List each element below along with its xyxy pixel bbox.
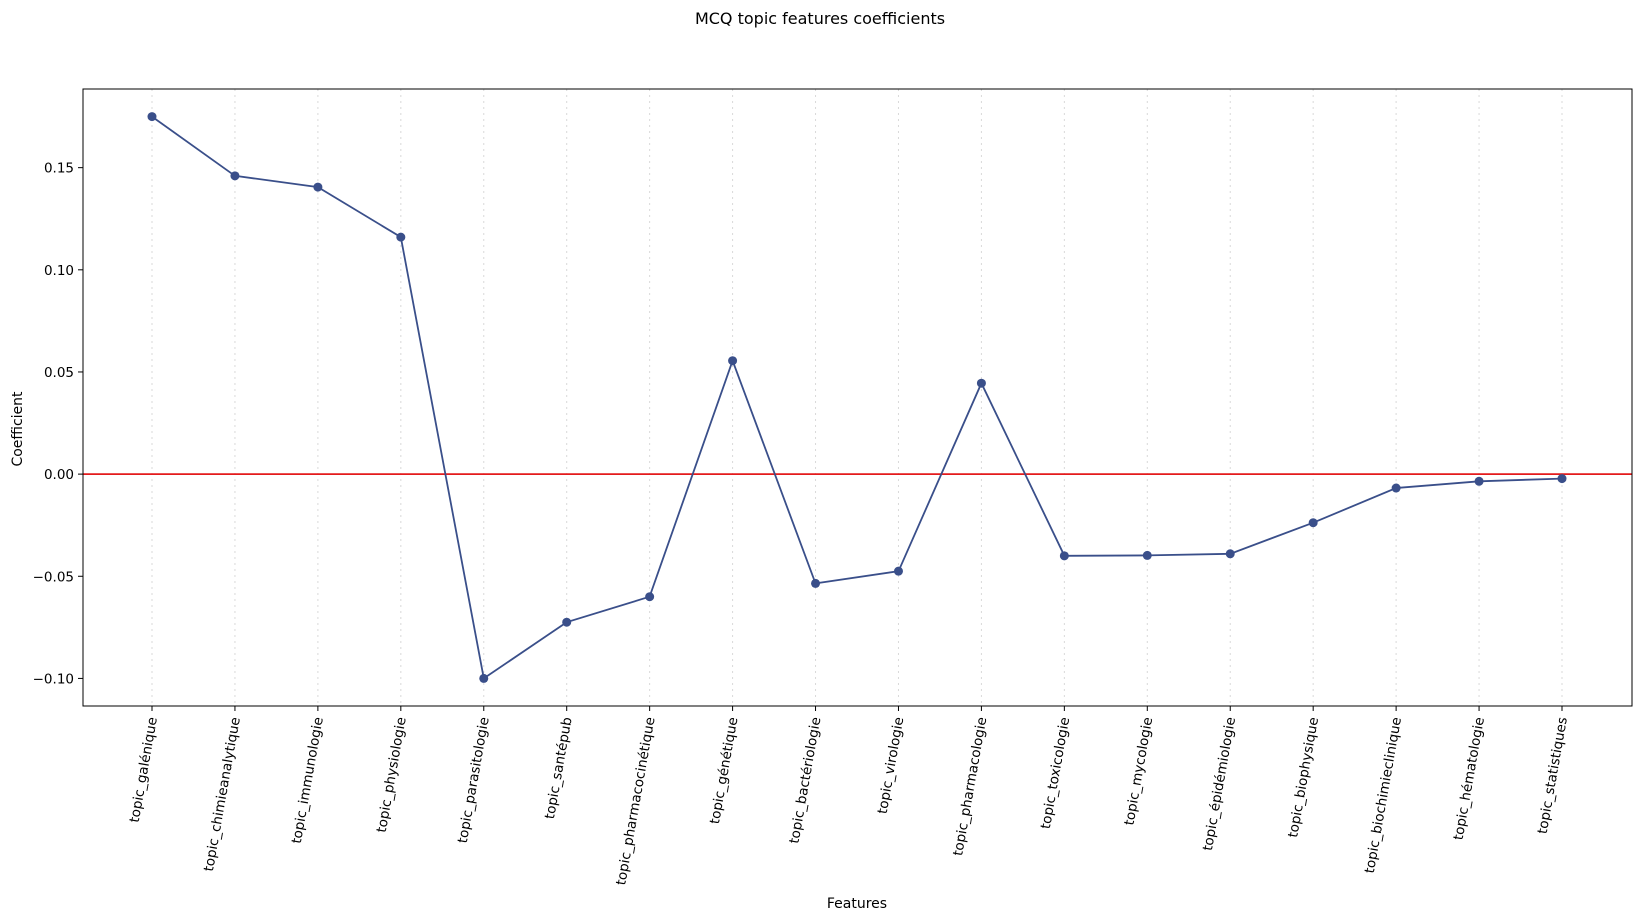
data-point [1557, 474, 1567, 484]
x-tick-label: topic_toxicologie [1038, 716, 1073, 830]
data-point [1142, 550, 1152, 560]
y-tick-label: −0.10 [33, 671, 74, 687]
data-point [479, 673, 489, 683]
data-point [1225, 549, 1235, 559]
series-layer [147, 112, 1567, 683]
data-point [976, 378, 986, 388]
y-tick-label: −0.05 [33, 569, 74, 585]
x-tick-label: topic_statistiques [1535, 716, 1571, 835]
data-point [1391, 483, 1401, 493]
x-tick-label: topic_épidémiologie [1200, 716, 1239, 852]
x-tick-label: topic_génétique [707, 716, 742, 825]
chart-title: MCQ topic features coefficients [695, 9, 945, 28]
data-point [1059, 551, 1069, 561]
x-tick-label: topic_biophysique [1285, 716, 1322, 839]
grid-layer [151, 89, 1563, 706]
x-tick-label: topic_pharmacologie [950, 716, 990, 857]
y-axis-ticks: −0.10 −0.05 0.00 0.05 0.10 0.15 [33, 161, 83, 687]
x-tick-label: topic_virologie [875, 716, 908, 815]
data-point [811, 578, 821, 588]
x-axis-label: Features [827, 896, 887, 912]
data-point [396, 232, 406, 242]
x-tick-label: topic_mycologie [1121, 716, 1156, 827]
x-tick-label: topic_santépub [542, 716, 576, 820]
data-point [147, 112, 157, 122]
data-point [645, 592, 655, 602]
y-tick-label: 0.00 [44, 467, 74, 483]
x-tick-label: topic_galénique [127, 716, 161, 824]
x-tick-label: topic_physiologie [374, 716, 410, 834]
series-line [151, 115, 1563, 680]
data-point [728, 356, 738, 366]
y-tick-label: 0.10 [44, 263, 74, 279]
data-point [1308, 518, 1318, 528]
y-axis-label: Coefficient [10, 391, 26, 467]
x-tick-label: topic_pharmacocinétique [613, 716, 658, 887]
x-axis-ticks: topic_galénique topic_chimieanalytique top… [127, 706, 1571, 886]
x-tick-label: topic_hématologie [1451, 716, 1488, 841]
plot-frame [82, 88, 1633, 707]
data-point [562, 617, 572, 627]
y-tick-label: 0.15 [44, 161, 74, 177]
x-tick-label: topic_biochimieclinique [1362, 716, 1405, 875]
y-tick-label: 0.05 [44, 365, 74, 381]
x-tick-label: topic_chimieanalytique [201, 716, 244, 873]
data-point [1474, 476, 1484, 486]
x-tick-label: topic_parasitologie [455, 716, 493, 845]
x-tick-label: topic_bactériologie [786, 716, 824, 845]
data-point [230, 171, 240, 181]
data-point [893, 566, 903, 576]
x-tick-label: topic_immunologie [289, 716, 327, 845]
data-point [313, 182, 323, 192]
